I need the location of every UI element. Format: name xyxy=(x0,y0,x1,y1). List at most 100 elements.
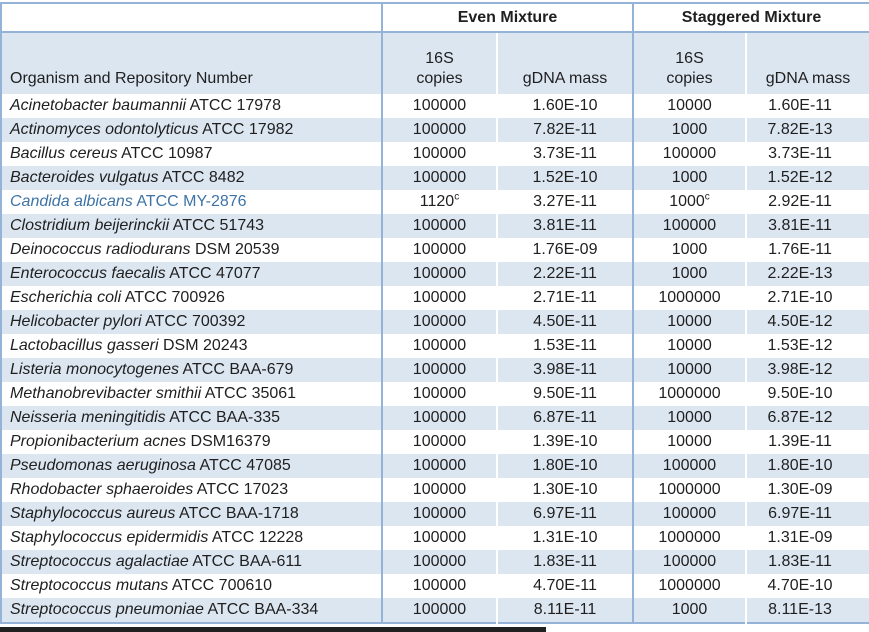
organism-strain: ATCC BAA-611 xyxy=(188,553,303,570)
organism-name: Methanobrevibacter smithii xyxy=(10,385,202,402)
organism-name: Staphylococcus aureus xyxy=(10,505,176,522)
even-16s-copies-value: 100000 xyxy=(412,121,467,138)
staggered-mixture-group-header: Staggered Mixture xyxy=(632,3,869,33)
staggered-gdna-mass-cell: 1.39E-11 xyxy=(745,430,869,454)
even-gdna-mass-cell: 3.98E-11 xyxy=(496,358,633,382)
staggered-16s-copies-cell: 10000 xyxy=(632,358,746,382)
organism-cell: Rhodobacter sphaeroides ATCC 17023 xyxy=(1,478,382,502)
staggered-16s-copies-value: 100000 xyxy=(662,553,717,570)
staggered-16s-copies-cell: 100000 xyxy=(632,142,746,166)
staggered-gdna-mass-value: 6.97E-11 xyxy=(768,505,832,522)
even-gdna-mass-cell: 1.39E-10 xyxy=(496,430,633,454)
organism-name: Streptococcus agalactiae xyxy=(10,553,189,570)
even-16s-copies-value: 1120 xyxy=(419,193,455,210)
staggered-16s-copies-cell: 1000000 xyxy=(632,526,746,550)
table-row: Staphylococcus epidermidis ATCC 12228 10… xyxy=(1,526,869,550)
organism-strain: ATCC BAA-679 xyxy=(178,361,294,378)
table-row: Bacillus cereus ATCC 10987 100000 3.73E-… xyxy=(1,142,869,166)
staggered-gdna-mass-value: 1.31E-09 xyxy=(767,529,833,546)
staggered-gdna-mass-value: 4.70E-10 xyxy=(767,577,833,594)
staggered-gdna-mass-value: 1.76E-11 xyxy=(768,241,832,258)
table-row: Streptococcus pneumoniae ATCC BAA-334 10… xyxy=(1,598,869,623)
even-gdna-mass-value: 9.50E-11 xyxy=(533,385,597,402)
even-16s-copies-value: 100000 xyxy=(412,481,467,498)
staggered-16s-copies-cell: 100000 xyxy=(632,214,746,238)
even-16s-copies-value: 100000 xyxy=(412,337,467,354)
staggered-16s-copies-value: 10000 xyxy=(667,97,712,114)
even-gdna-mass-cell: 8.11E-11 xyxy=(496,598,633,623)
staggered-16s-copies-cell: 10000 xyxy=(632,406,746,430)
even-gdna-mass-cell: 2.22E-11 xyxy=(496,262,633,286)
staggered-16s-copies-cell: 1000000 xyxy=(632,382,746,406)
organism-strain: ATCC BAA-1718 xyxy=(175,505,299,522)
table-body: Acinetobacter baumannii ATCC 17978 10000… xyxy=(1,94,869,623)
even-gdna-mass-cell: 1.53E-11 xyxy=(496,334,633,358)
staggered-16s-copies-cell: 1000000 xyxy=(632,478,746,502)
even-16s-copies-cell: 100000 xyxy=(381,430,497,454)
footnote-marker: c xyxy=(454,191,460,203)
staggered-gdna-mass-cell: 3.98E-12 xyxy=(745,358,869,382)
organism-strain: ATCC 47085 xyxy=(195,457,291,474)
even-gdna-mass-value: 1.53E-11 xyxy=(533,337,597,354)
even-gdna-mass-value: 2.22E-11 xyxy=(533,265,597,282)
organism-strain: ATCC 10987 xyxy=(117,145,213,162)
organism-cell: Staphylococcus aureus ATCC BAA-1718 xyxy=(1,502,382,526)
even-16s-copies-cell: 100000 xyxy=(381,334,497,358)
table-header: Even Mixture Staggered Mixture Organism … xyxy=(1,3,869,94)
even-gdna-mass-cell: 9.50E-11 xyxy=(496,382,633,406)
staggered-gdna-mass-cell: 1.80E-10 xyxy=(745,454,869,478)
even-16s-copies-value: 100000 xyxy=(412,433,467,450)
staggered-16s-copies-value: 100000 xyxy=(662,145,717,162)
staggered-gdna-mass-cell: 2.22E-13 xyxy=(745,262,869,286)
even-16s-copies-header: 16S copies xyxy=(381,32,497,94)
staggered-gdna-mass-value: 1.52E-12 xyxy=(767,169,833,186)
even-16s-copies-cell: 100000 xyxy=(381,574,497,598)
staggered-gdna-mass-cell: 1.30E-09 xyxy=(745,478,869,502)
organism-cell: Helicobacter pylori ATCC 700392 xyxy=(1,310,382,334)
even-gdna-mass-cell: 1.80E-10 xyxy=(496,454,633,478)
table-row: Streptococcus mutans ATCC 700610 100000 … xyxy=(1,574,869,598)
even-16s-copies-cell: 1120c xyxy=(381,190,497,214)
staggered-gdna-mass-value: 7.82E-13 xyxy=(767,121,833,138)
organism-cell: Staphylococcus epidermidis ATCC 12228 xyxy=(1,526,382,550)
staggered-gdna-mass-cell: 2.71E-10 xyxy=(745,286,869,310)
even-16s-copies-cell: 100000 xyxy=(381,406,497,430)
table-row: Deinococcus radiodurans DSM 20539 100000… xyxy=(1,238,869,262)
staggered-16s-copies-cell: 1000 xyxy=(632,118,746,142)
group-header-row: Even Mixture Staggered Mixture xyxy=(1,3,869,33)
staggered-gdna-mass-cell: 1.76E-11 xyxy=(745,238,869,262)
organism-name: Bacteroides vulgatus xyxy=(10,169,159,186)
even-16s-copies-value: 100000 xyxy=(412,505,467,522)
bottom-rule xyxy=(0,627,546,632)
even-gdna-mass-cell: 3.73E-11 xyxy=(496,142,633,166)
even-16s-copies-cell: 100000 xyxy=(381,478,497,502)
even-16s-copies-value: 100000 xyxy=(412,169,467,186)
even-gdna-mass-cell: 1.76E-09 xyxy=(496,238,633,262)
even-16s-copies-value: 100000 xyxy=(412,241,467,258)
even-16s-copies-value: 100000 xyxy=(412,217,467,234)
organism-strain: ATCC 47077 xyxy=(165,265,261,282)
staggered-16s-copies-cell: 100000 xyxy=(632,454,746,478)
staggered-16s-copies-value: 10000 xyxy=(667,361,712,378)
table-row: Pseudomonas aeruginosa ATCC 47085 100000… xyxy=(1,454,869,478)
organism-strain: ATCC 700392 xyxy=(141,313,246,330)
organism-strain: ATCC 51743 xyxy=(169,217,265,234)
staggered-16s-copies-value: 1000 xyxy=(669,193,705,210)
even-16s-copies-value: 100000 xyxy=(412,601,467,618)
staggered-16s-copies-cell: 100000 xyxy=(632,502,746,526)
even-gdna-mass-cell: 3.27E-11 xyxy=(496,190,633,214)
staggered-16s-copies-value: 1000000 xyxy=(658,529,721,546)
organism-name: Pseudomonas aeruginosa xyxy=(10,457,196,474)
even-gdna-mass-cell: 6.87E-11 xyxy=(496,406,633,430)
staggered-16s-copies-value: 10000 xyxy=(667,313,712,330)
staggered-16s-copies-value: 100000 xyxy=(662,505,717,522)
staggered-gdna-mass-value: 1.83E-11 xyxy=(768,553,832,570)
even-gdna-mass-value: 1.31E-10 xyxy=(532,529,598,546)
organism-strain: ATCC 35061 xyxy=(201,385,297,402)
organism-name: Lactobacillus gasseri xyxy=(10,337,159,354)
even-gdna-mass-cell: 1.31E-10 xyxy=(496,526,633,550)
corner-cell xyxy=(1,3,382,33)
organism-cell: Streptococcus pneumoniae ATCC BAA-334 xyxy=(1,598,382,623)
even-16s-copies-value: 100000 xyxy=(412,289,467,306)
